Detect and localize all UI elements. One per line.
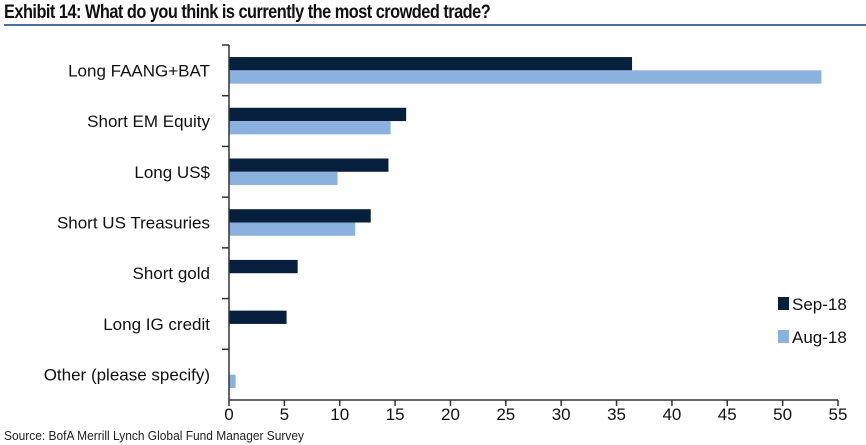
category-label: Long US$	[134, 163, 210, 182]
x-tick-label: 35	[607, 405, 626, 424]
legend-swatch	[778, 330, 789, 343]
bar-sep-18	[229, 107, 407, 122]
chart-title: Exhibit 14: What do you think is current…	[4, 2, 491, 23]
title-rule	[4, 24, 866, 26]
x-tick-label: 45	[718, 405, 737, 424]
bar-sep-18	[229, 158, 389, 172]
category-label: Long FAANG+BAT	[68, 61, 210, 80]
bar-aug-18	[229, 70, 822, 84]
bar-aug-18	[229, 222, 356, 236]
category-label: Other (please specify)	[44, 366, 210, 385]
bar-aug-18	[229, 374, 236, 388]
bar-aug-18	[229, 171, 338, 186]
bar-aug-18	[229, 121, 391, 135]
x-tick-label: 5	[280, 405, 289, 424]
category-label: Short EM Equity	[87, 112, 210, 131]
x-tick-label: 40	[662, 405, 681, 424]
x-tick-label: 0	[224, 405, 233, 424]
category-label: Short gold	[133, 264, 211, 283]
x-tick-label: 20	[441, 405, 460, 424]
category-label: Short US Treasuries	[57, 214, 210, 233]
category-label: Long IG credit	[103, 315, 210, 334]
x-tick-label: 30	[552, 405, 571, 424]
x-tick-label: 15	[386, 405, 405, 424]
legend-label: Sep-18	[792, 295, 847, 314]
legend-label: Aug-18	[792, 328, 847, 347]
x-tick-label: 10	[330, 405, 349, 424]
x-tick-label: 50	[773, 405, 792, 424]
source-note: Source: BofA Merrill Lynch Global Fund M…	[4, 428, 305, 443]
legend-swatch	[778, 297, 789, 310]
bar-sep-18	[229, 310, 287, 324]
x-tick-label: 25	[496, 405, 515, 424]
bar-sep-18	[229, 57, 633, 71]
x-tick-label: 55	[829, 405, 848, 424]
bar-sep-18	[229, 209, 371, 223]
bar-sep-18	[229, 259, 298, 274]
